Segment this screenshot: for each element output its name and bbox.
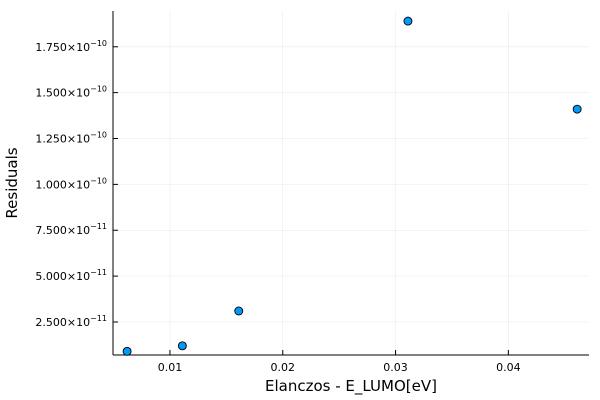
y-tick-label: 1.500×10−10 (35, 85, 107, 100)
y-tick-label: 1.000×10−10 (35, 176, 107, 191)
x-tick-label: 0.04 (496, 361, 521, 374)
y-tick-label: 5.000×10−11 (35, 268, 107, 283)
data-point (122, 346, 132, 356)
x-axis-label: Elanczos - E_LUMO[eV] (265, 377, 437, 396)
grid (113, 11, 589, 355)
x-tick-label: 0.03 (383, 361, 408, 374)
axes (112, 11, 589, 356)
x-ticks: 0.01 0.02 0.03 0.04 (158, 350, 521, 374)
y-tick-label: 1.750×10−10 (35, 39, 107, 54)
data-point (177, 341, 187, 351)
data-points (122, 16, 582, 356)
y-axis-label: Residuals (3, 147, 21, 218)
data-point (572, 104, 582, 114)
data-point (234, 306, 244, 316)
y-tick-label: 2.500×10−11 (35, 314, 107, 329)
y-ticks: 2.500×10−11 5.000×10−11 7.500×10−11 1.000×1… (35, 39, 118, 329)
x-tick-label: 0.02 (271, 361, 296, 374)
y-tick-label: 7.500×10−11 (35, 222, 107, 237)
y-tick-label: 1.250×10−10 (35, 131, 107, 146)
data-point (403, 16, 413, 26)
x-tick-label: 0.01 (158, 361, 183, 374)
